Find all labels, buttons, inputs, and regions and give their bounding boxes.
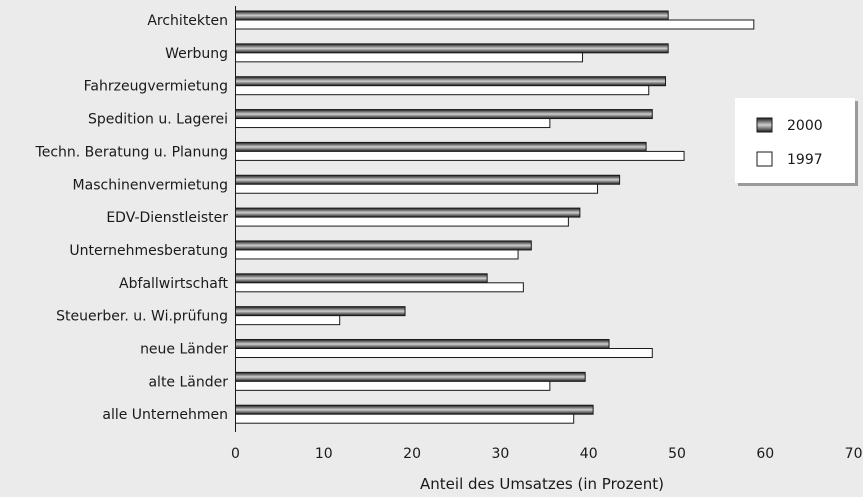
bar-2000-architekten bbox=[235, 10, 669, 21]
bar-1997-abfallwirtschaft bbox=[235, 282, 524, 293]
bar-1997-fahrzeugvermietung bbox=[235, 85, 650, 96]
bar-2000-werbung bbox=[235, 43, 669, 54]
bar-1997-neue-länder bbox=[235, 348, 653, 358]
category-label-fahrzeugvermietung: Fahrzeugvermietung bbox=[84, 79, 228, 95]
category-label-werbung: Werbung bbox=[165, 46, 228, 62]
x-tick-label-0: 0 bbox=[231, 446, 240, 462]
category-label-maschinenvermietung: Maschinenvermietung bbox=[73, 177, 228, 193]
legend-swatch-2000 bbox=[756, 117, 773, 133]
bar-2000-fahrzeugvermietung bbox=[235, 76, 667, 87]
x-tick-label-50: 50 bbox=[668, 446, 686, 462]
bar-1997-edv-dienstleister bbox=[235, 216, 569, 227]
bar-1997-maschinenvermietung bbox=[235, 183, 599, 194]
category-label-spedition-u-lagerei: Spedition u. Lagerei bbox=[88, 112, 228, 128]
category-label-neue-länder: neue Länder bbox=[140, 342, 228, 358]
category-label-abfallwirtschaft: Abfallwirtschaft bbox=[119, 276, 228, 292]
bar-2000-maschinenvermietung bbox=[235, 174, 621, 185]
bar-2000-spedition-u-lagerei bbox=[235, 109, 653, 120]
category-label-steuerber-u-wi-prüfung: Steuerber. u. Wi.prüfung bbox=[56, 309, 228, 325]
x-tick-label-60: 60 bbox=[756, 446, 774, 462]
bar-1997-architekten bbox=[235, 19, 755, 30]
bar-1997-alte-länder bbox=[235, 380, 551, 391]
bar-1997-steuerber-u-wi-prüfung bbox=[235, 315, 341, 326]
bar-2000-abfallwirtschaft bbox=[235, 273, 488, 284]
bar-1997-alle-unternehmen bbox=[235, 413, 575, 424]
bar-2000-alle-unternehmen bbox=[235, 404, 594, 415]
bar-1997-unternehmesberatung bbox=[235, 249, 519, 260]
category-label-alle-unternehmen: alle Unternehmen bbox=[102, 407, 228, 423]
category-label-architekten: Architekten bbox=[147, 13, 228, 29]
x-axis-title: Anteil des Umsatzes (in Prozent) bbox=[420, 475, 664, 493]
bar-1997-spedition-u-lagerei bbox=[235, 118, 551, 129]
bar-2000-steuerber-u-wi-prüfung bbox=[235, 306, 406, 317]
category-labels: Architekten Werbung Fahrzeugvermietung Sped… bbox=[35, 13, 229, 423]
legend-swatch-1997 bbox=[756, 151, 773, 167]
bar-1997-techn-beratung-u-planung bbox=[235, 150, 685, 161]
x-axis-ticks: 0 10 20 30 40 50 60 70 bbox=[231, 446, 862, 462]
bars-layer bbox=[235, 10, 755, 424]
x-tick-label-20: 20 bbox=[403, 446, 421, 462]
category-label-techn-beratung-u-planung: Techn. Beratung u. Planung bbox=[35, 144, 228, 160]
bar-2000-neue-länder bbox=[235, 339, 610, 349]
x-tick-label-30: 30 bbox=[491, 446, 509, 462]
bar-2000-techn-beratung-u-planung bbox=[235, 141, 647, 152]
legend: 2000 1997 bbox=[735, 98, 855, 183]
x-tick-label-10: 10 bbox=[315, 446, 333, 462]
bar-2000-edv-dienstleister bbox=[235, 207, 581, 218]
bar-1997-werbung bbox=[235, 52, 584, 63]
bar-2000-alte-länder bbox=[235, 371, 586, 382]
x-tick-label-70: 70 bbox=[845, 446, 863, 462]
legend-label-2000: 2000 bbox=[787, 118, 823, 134]
bar-2000-unternehmesberatung bbox=[235, 240, 532, 251]
legend-label-1997: 1997 bbox=[787, 152, 823, 168]
x-tick-label-40: 40 bbox=[580, 446, 598, 462]
category-label-alte-länder: alte Länder bbox=[148, 374, 228, 390]
category-label-unternehmesberatung: Unternehmesberatung bbox=[69, 243, 228, 259]
legend-box bbox=[735, 98, 855, 183]
category-label-edv-dienstleister: EDV-Dienstleister bbox=[106, 210, 228, 226]
